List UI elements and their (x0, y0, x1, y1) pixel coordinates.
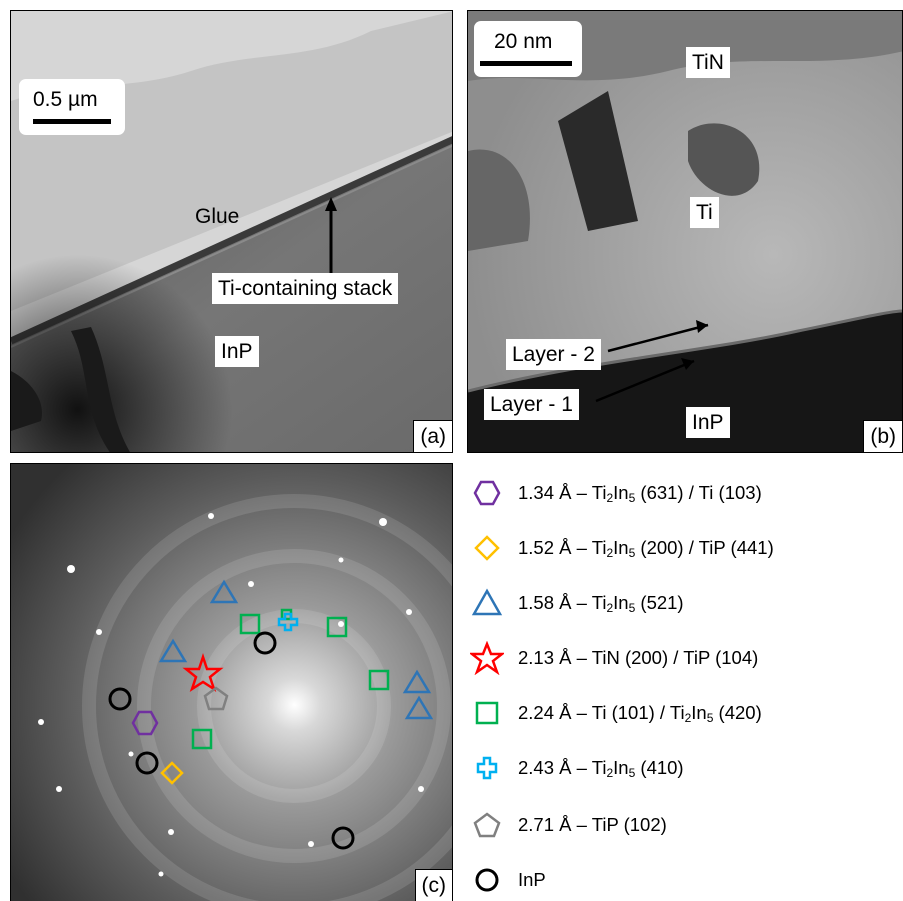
square-markers (191, 608, 390, 750)
legend-item: 2.24 Å – Ti (101) / Ti2In5 (420) (470, 696, 762, 730)
panel-a-tem-image: 0.5 µm Glue Ti-containing stack InP (a) (10, 10, 453, 453)
stack-arrow (325, 197, 337, 273)
legend-item: InP (470, 863, 546, 897)
star-icon (470, 641, 504, 675)
corner-label-b: (b) (863, 420, 902, 452)
hexagon-icon (473, 480, 501, 506)
legend-item-label: 2.24 Å – Ti (101) / Ti2In5 (420) (518, 701, 762, 725)
square-icon (475, 701, 499, 725)
legend-item-label: 1.52 Å – Ti2In5 (200) / TiP (441) (518, 536, 774, 560)
label-glue: Glue (195, 205, 240, 228)
legend-item-label: 2.13 Å – TiN (200) / TiP (104) (518, 647, 759, 668)
legend-item: 2.13 Å – TiN (200) / TiP (104) (470, 641, 758, 675)
circle-icon (475, 868, 499, 892)
panel-b-tem-image: 20 nm TiN Ti Layer - 2 Layer - 1 InP (b) (467, 10, 903, 453)
scale-bar-b-text: 20 nm (494, 30, 553, 53)
hexagon-markers (131, 710, 159, 736)
label-inp-a: InP (215, 336, 259, 367)
panel-c-pattern (11, 464, 452, 901)
triangle-markers (158, 579, 434, 720)
legend-item-label: 1.58 Å – Ti2In5 (521) (518, 591, 684, 615)
label-ti-stack: Ti-containing stack (212, 273, 399, 304)
legend-item: 2.71 Å – TiP (102) (470, 808, 667, 842)
label-ti: Ti (690, 197, 719, 228)
scale-bar-b-line (480, 61, 572, 66)
legend-item-label: 1.34 Å – Ti2In5 (631) / Ti (103) (518, 481, 762, 505)
cross-markers (277, 612, 299, 632)
legend-item: 1.34 Å – Ti2In5 (631) / Ti (103) (470, 476, 762, 510)
label-layer-2: Layer - 2 (506, 339, 601, 370)
star-markers (182, 653, 224, 692)
diamond-icon (474, 535, 500, 561)
panel-c-diffraction-pattern: (c) (10, 463, 453, 901)
label-layer-1: Layer - 1 (484, 389, 579, 420)
triangle-icon (471, 588, 503, 616)
pentagon-icon (473, 812, 501, 838)
scale-bar-a-line (33, 119, 111, 124)
scale-bar-a: 0.5 µm (19, 79, 125, 135)
pentagon-markers (203, 686, 229, 711)
corner-label-c: (c) (414, 869, 452, 901)
legend-item-label: InP (518, 869, 546, 890)
corner-label-a: (a) (413, 420, 452, 452)
legend-item-label: 2.43 Å – Ti2In5 (410) (518, 756, 684, 780)
cross-icon (476, 756, 498, 780)
circle-markers (108, 631, 355, 850)
diamond-markers (160, 761, 184, 785)
scale-bar-b: 20 nm (474, 21, 582, 77)
legend-item: 1.52 Å – Ti2In5 (200) / TiP (441) (470, 531, 774, 565)
label-inp-b: InP (686, 407, 730, 438)
scale-bar-a-text: 0.5 µm (33, 88, 98, 111)
legend-item: 1.58 Å – Ti2In5 (521) (470, 586, 684, 620)
legend-item: 2.43 Å – Ti2In5 (410) (470, 751, 684, 785)
legend-item-label: 2.71 Å – TiP (102) (518, 814, 667, 835)
label-tin: TiN (686, 47, 730, 78)
